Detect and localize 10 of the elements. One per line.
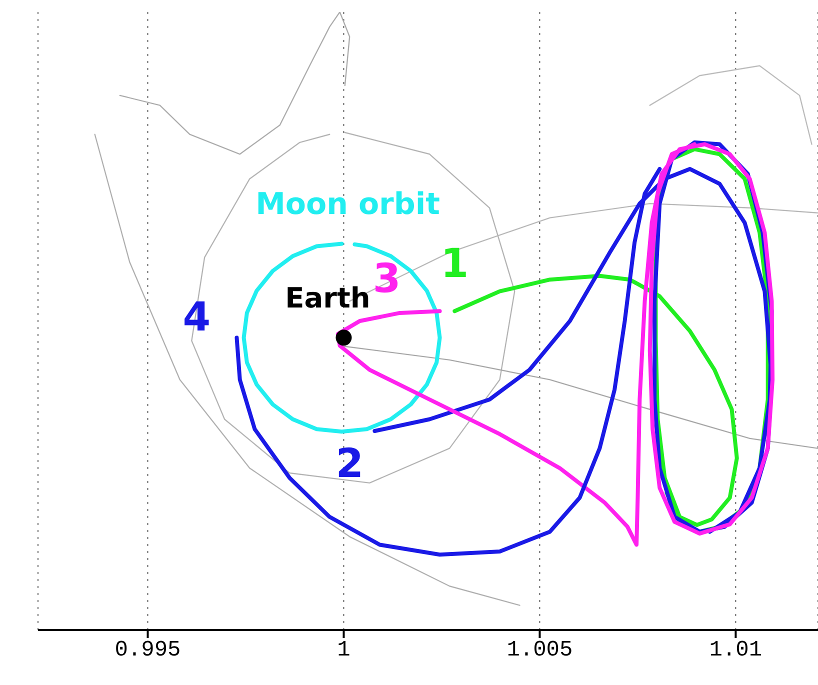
series-label: Earth [285, 281, 370, 314]
x-tick-label: 1 [337, 638, 350, 663]
x-tick-label: 1.005 [506, 638, 573, 663]
x-tick-label: 1.01 [709, 638, 762, 663]
series-label: 4 [182, 294, 211, 341]
series-label: 2 [336, 440, 364, 487]
x-tick-label: 0.995 [114, 638, 181, 663]
series-label: Moon orbit [256, 186, 440, 222]
series-label: 3 [372, 256, 401, 302]
series-label: 1 [440, 241, 469, 288]
